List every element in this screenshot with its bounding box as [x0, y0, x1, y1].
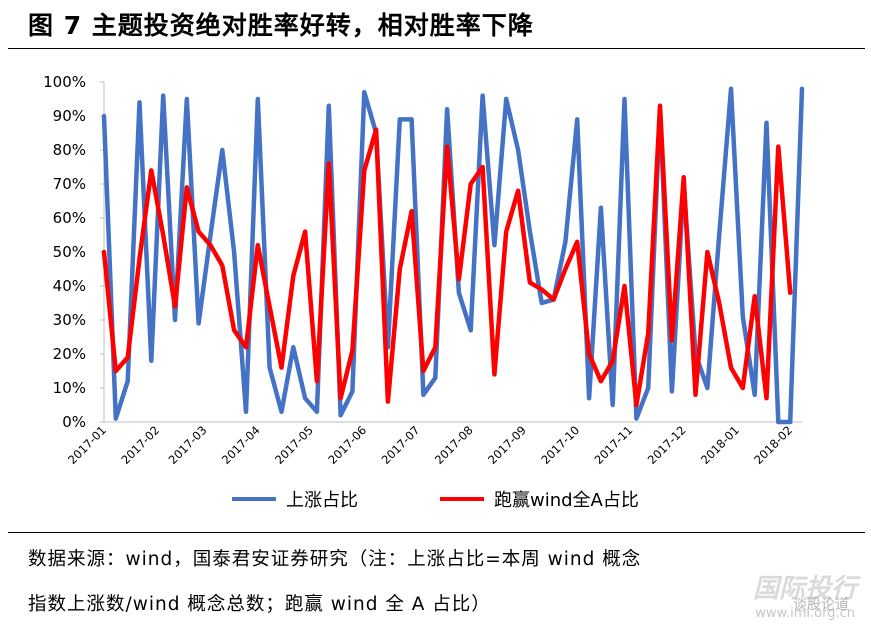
x-tick-group: 2017-08 [432, 423, 476, 467]
y-tick-label: 20% [53, 345, 86, 363]
legend-item-rise: 上涨占比 [232, 484, 358, 514]
y-axis: 0% 10% 20% 30% 40% 50% 60% 70% 80% 90% 100% [43, 73, 105, 431]
x-tick-label: 2017-10 [538, 423, 582, 467]
y-tick-label: 30% [53, 311, 86, 329]
legend-label-rise: 上涨占比 [286, 490, 358, 511]
legend-swatch-red [440, 497, 484, 501]
legend-item-outperform: 跑赢wind全A占比 [440, 484, 639, 514]
legend-label-outperform: 跑赢wind全A占比 [494, 490, 639, 511]
x-tick-label: 2017-05 [272, 423, 316, 467]
x-tick-label: 2018-02 [751, 423, 795, 467]
x-tick-group: 2017-02 [118, 423, 162, 467]
x-tick-label: 2017-04 [219, 423, 263, 467]
source-note-line2: 指数上涨数/wind 概念总数；跑赢 wind 全 A 占比） [28, 594, 491, 615]
x-tick-group: 2017-12 [645, 423, 689, 467]
x-tick-group: 2017-07 [379, 423, 423, 467]
x-tick-label: 2017-12 [645, 423, 689, 467]
y-tick-label: 50% [53, 243, 86, 261]
legend-swatch-blue [232, 497, 276, 501]
y-tick-label: 60% [53, 209, 86, 227]
x-tick-label: 2017-08 [432, 423, 476, 467]
watermark-logo: 国际投行 [752, 574, 857, 604]
x-tick-label: 2017-06 [325, 423, 369, 467]
x-axis: 2017-01 2017-02 2017-03 2017-04 2017-05 2017-… [65, 421, 802, 467]
x-tick-label: 2017-09 [485, 423, 529, 467]
x-tick-label: 2017-02 [118, 423, 162, 467]
x-tick-label: 2017-03 [166, 423, 210, 467]
y-tick-label: 0% [62, 413, 86, 431]
y-tick-label: 80% [53, 141, 86, 159]
series-lines [101, 86, 805, 425]
x-tick-group: 2017-11 [592, 423, 636, 467]
watermark-account: 谈股论道 [793, 597, 849, 613]
y-tick-label: 40% [53, 277, 86, 295]
chart-legend: 上涨占比 跑赢wind全A占比 [0, 484, 871, 514]
x-tick-label: 2017-11 [592, 423, 636, 467]
watermark-url: www.imi.org.cn [755, 606, 855, 621]
y-tick-label: 10% [53, 379, 86, 397]
title-rule [8, 48, 865, 49]
source-rule [8, 532, 865, 533]
y-tick-label: 100% [43, 73, 86, 91]
x-tick-group: 2017-06 [325, 423, 369, 467]
source-note-line1: 数据来源：wind，国泰君安证券研究（注：上涨占比=本周 wind 概念 [28, 549, 642, 570]
line-chart: 0% 10% 20% 30% 40% 50% 60% 70% 80% 90% 100% 2017-0… [43, 73, 805, 467]
x-tick-group: 2017-10 [538, 423, 582, 467]
x-tick-group: 2017-03 [166, 423, 210, 467]
y-tick-label: 90% [53, 107, 86, 125]
x-tick-group: 2017-04 [219, 423, 263, 467]
y-tick-label: 70% [53, 175, 86, 193]
figure-title: 图 7 主题投资绝对胜率好转，相对胜率下降 [28, 11, 534, 40]
x-tick-label: 2018-01 [698, 423, 742, 467]
x-tick-group: 2017-09 [485, 423, 529, 467]
x-tick-label: 2017-07 [379, 423, 423, 467]
series-line-outperform [101, 103, 793, 408]
x-tick-group: 2018-02 [751, 423, 795, 467]
x-tick-group: 2017-05 [272, 423, 316, 467]
x-tick-group: 2018-01 [698, 423, 742, 467]
